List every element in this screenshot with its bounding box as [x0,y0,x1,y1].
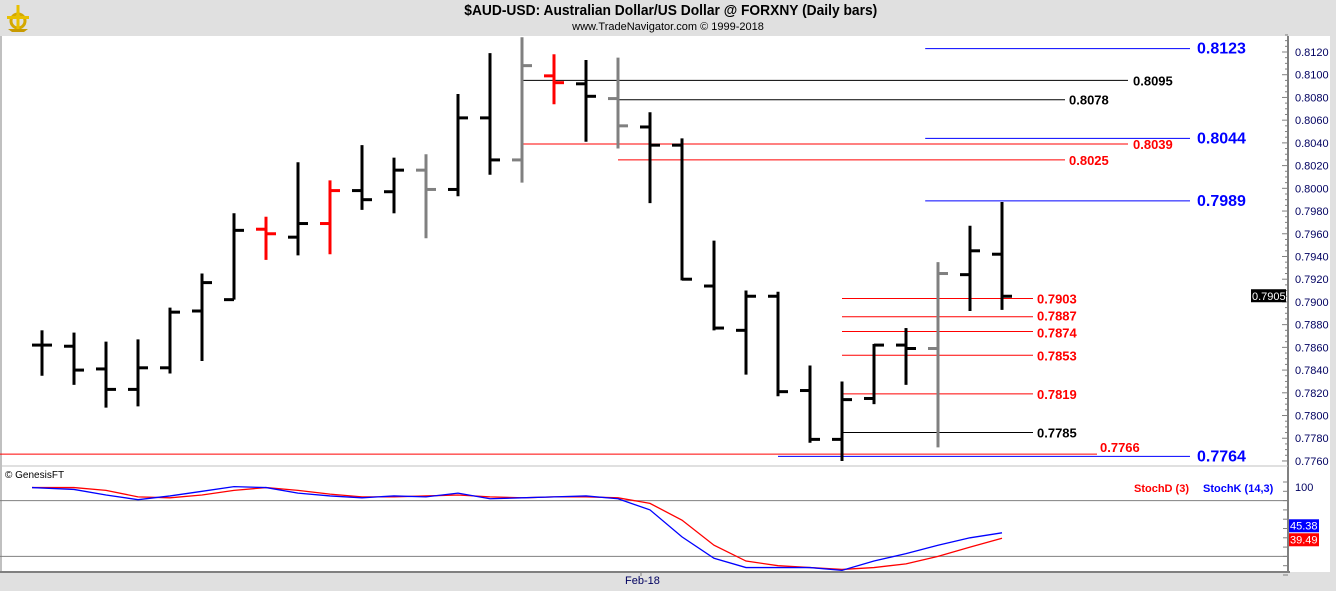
y-tick-label: 0.8080 [1295,92,1329,104]
stoch-k-value: 45.38 [1290,520,1318,532]
level-label: 0.8078 [1069,93,1109,108]
copyright-label: © GenesisFT [5,470,64,481]
stoch-d-value: 39.49 [1290,534,1318,546]
y-tick-label: 0.7760 [1295,456,1329,468]
y-tick-label: 0.8100 [1295,70,1329,82]
stoch-k-legend: StochK (14,3) [1203,483,1274,495]
y-tick-label: 0.7940 [1295,251,1329,263]
chart-title: $AUD-USD: Australian Dollar/US Dollar @ … [464,2,878,19]
y-tick-label: 0.8000 [1295,183,1329,195]
y-tick-label: 0.8020 [1295,161,1329,173]
y-tick-label: 0.7820 [1295,388,1329,400]
y-tick-label: 0.7860 [1295,342,1329,354]
level-label: 0.8025 [1069,153,1109,168]
stoch-y-tick-label: 100 [1295,482,1313,494]
y-tick-label: 0.7800 [1295,411,1329,423]
y-tick-label: 0.7980 [1295,206,1329,218]
y-tick-label: 0.8060 [1295,115,1329,127]
y-tick-label: 0.8120 [1295,47,1329,59]
level-label: 0.8039 [1133,137,1173,152]
stoch-d-value-box [1289,533,1319,547]
level-label: 0.7766 [1100,440,1140,455]
plot-background [0,36,1330,572]
y-tick-label: 0.7920 [1295,274,1329,286]
sextant-logo-icon [7,5,29,32]
chart-header: $AUD-USD: Australian Dollar/US Dollar @ … [0,0,1336,36]
y-tick-label: 0.7880 [1295,320,1329,332]
level-label: 0.7819 [1037,387,1077,402]
last-price-box [1251,289,1286,303]
chart-subtitle: www.TradeNavigator.com © 1999-2018 [572,21,764,33]
stoch-k-value-box [1289,519,1319,533]
level-label: 0.7903 [1037,292,1077,307]
level-label: 0.7874 [1037,325,1078,340]
x-tick-label: Feb-18 [625,575,660,587]
y-tick-label: 0.7900 [1295,297,1329,309]
level-label: 0.7887 [1037,309,1077,324]
level-label: 0.7785 [1037,426,1077,441]
level-label: 0.7764 [1197,448,1246,465]
level-label: 0.8095 [1133,73,1173,88]
stoch-k-line [31,485,1003,572]
last-price-label: 0.7905 [1252,291,1286,303]
y-tick-label: 0.7840 [1295,365,1329,377]
y-tick-label: 0.7960 [1295,229,1329,241]
y-tick-label: 0.7780 [1295,433,1329,445]
level-label: 0.8123 [1197,41,1246,58]
stoch-d-legend: StochD (3) [1134,483,1189,495]
level-label: 0.8044 [1197,130,1246,147]
y-tick-label: 0.8040 [1295,138,1329,150]
level-label: 0.7989 [1197,193,1246,210]
level-label: 0.7853 [1037,348,1077,363]
